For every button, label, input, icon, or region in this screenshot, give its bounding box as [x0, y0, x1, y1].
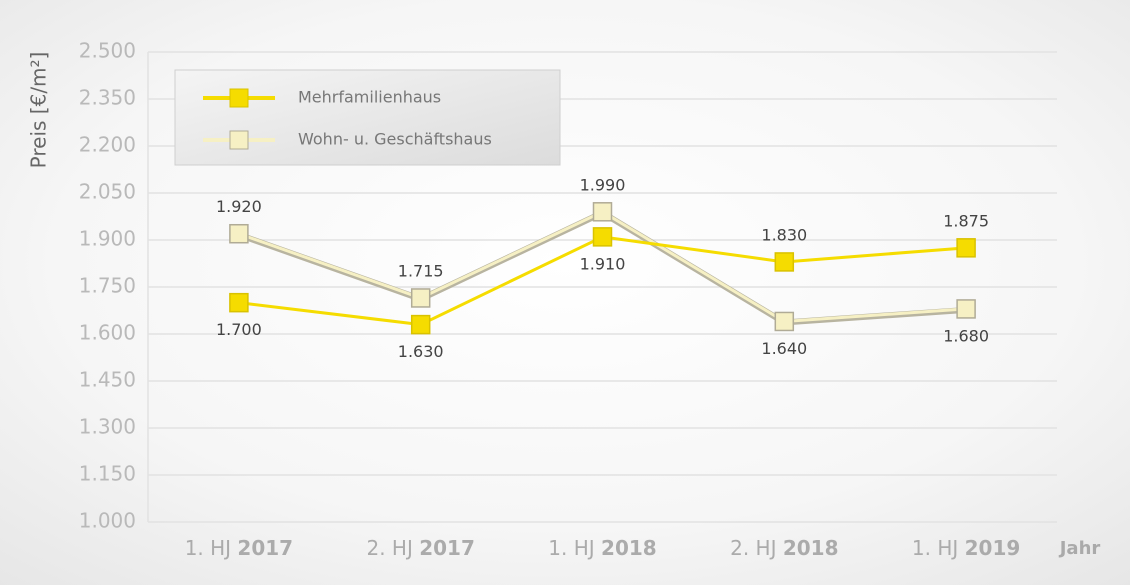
value-label: 1.630	[398, 342, 444, 361]
legend-label: Mehrfamilienhaus	[298, 88, 441, 107]
y-axis-label: Preis [€/m²]	[27, 52, 51, 169]
value-label: 1.680	[943, 326, 989, 345]
marker	[229, 292, 249, 313]
x-tick-label: 2. HJ 2017	[366, 536, 474, 560]
x-axis-label: Jahr	[1058, 538, 1101, 559]
y-tick-label: 1.450	[79, 368, 136, 392]
value-label: 1.920	[216, 197, 262, 216]
value-label: 1.875	[943, 211, 989, 230]
x-tick-label: 1. HJ 2018	[548, 536, 656, 560]
marker	[774, 311, 795, 332]
y-tick-label: 2.350	[79, 86, 136, 110]
marker	[956, 299, 976, 319]
marker	[774, 252, 795, 272]
y-tick-label: 1.300	[79, 415, 136, 439]
value-label: 1.715	[398, 261, 444, 280]
legend-box	[174, 69, 561, 166]
marker	[592, 227, 613, 247]
y-tick-label: 2.050	[79, 180, 136, 204]
value-label: 1.640	[761, 339, 807, 358]
marker	[229, 223, 249, 244]
marker	[410, 314, 431, 335]
value-label: 1.830	[761, 225, 807, 244]
legend-marker	[229, 88, 249, 108]
legend-label: Wohn- u. Geschäftshaus	[298, 130, 492, 149]
value-label: 1.990	[580, 175, 626, 194]
legend-marker	[229, 130, 249, 150]
marker	[956, 238, 976, 258]
y-tick-label: 1.600	[79, 321, 136, 345]
y-tick-label: 1.900	[79, 227, 136, 251]
x-tick-label: 2. HJ 2018	[730, 536, 838, 560]
x-tick-label: 1. HJ 2019	[912, 536, 1020, 560]
y-tick-label: 2.200	[79, 133, 136, 157]
value-label: 1.910	[580, 254, 626, 273]
value-label: 1.700	[216, 320, 262, 339]
y-tick-label: 2.500	[79, 39, 136, 63]
y-tick-label: 1.150	[79, 462, 136, 486]
y-tick-label: 1.750	[79, 274, 136, 298]
marker	[410, 288, 431, 308]
y-tick-label: 1.000	[79, 509, 136, 533]
x-tick-label: 1. HJ 2017	[185, 536, 293, 560]
marker	[592, 202, 613, 222]
